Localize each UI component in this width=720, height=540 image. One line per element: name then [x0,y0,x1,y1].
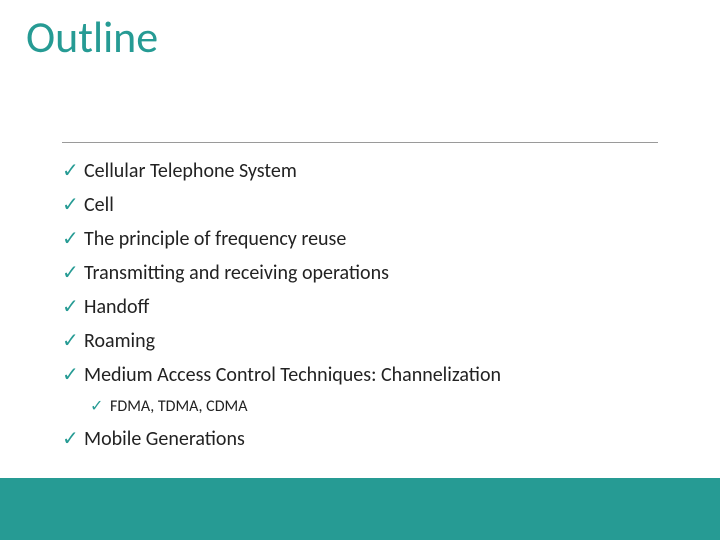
list-item-label: Roaming [84,328,155,354]
list-item: ✓ Cell [62,192,682,218]
list-item-label: Cell [84,192,114,218]
check-icon: ✓ [62,158,84,184]
check-icon: ✓ [62,192,84,218]
sub-list-item: ✓ FDMA, TDMA, CDMA [90,396,682,418]
list-item-label: Cellular Telephone System [84,158,297,184]
check-icon: ✓ [90,396,110,418]
check-icon: ✓ [62,260,84,286]
sub-list-item-label: FDMA, TDMA, CDMA [110,396,247,418]
list-item-label: Handoff [84,294,149,320]
slide-title: Outline [26,10,158,64]
check-icon: ✓ [62,362,84,388]
list-item: ✓ Mobile Generations [62,426,682,452]
list-item: ✓ Medium Access Control Techniques: Chan… [62,362,682,388]
list-item-label: Mobile Generations [84,426,245,452]
list-item: ✓ Transmitting and receiving operations [62,260,682,286]
list-item: ✓ Roaming [62,328,682,354]
list-item-label: The principle of frequency reuse [84,226,346,252]
slide: Outline ✓ Cellular Telephone System ✓ Ce… [0,0,720,540]
list-item: ✓ Handoff [62,294,682,320]
footer-bar [0,478,720,540]
divider-line [62,142,658,143]
outline-list: ✓ Cellular Telephone System ✓ Cell ✓ The… [62,158,682,460]
check-icon: ✓ [62,426,84,452]
list-item-label: Medium Access Control Techniques: Channe… [84,362,501,388]
list-item-label: Transmitting and receiving operations [84,260,389,286]
check-icon: ✓ [62,226,84,252]
list-item: ✓ The principle of frequency reuse [62,226,682,252]
check-icon: ✓ [62,294,84,320]
check-icon: ✓ [62,328,84,354]
list-item: ✓ Cellular Telephone System [62,158,682,184]
